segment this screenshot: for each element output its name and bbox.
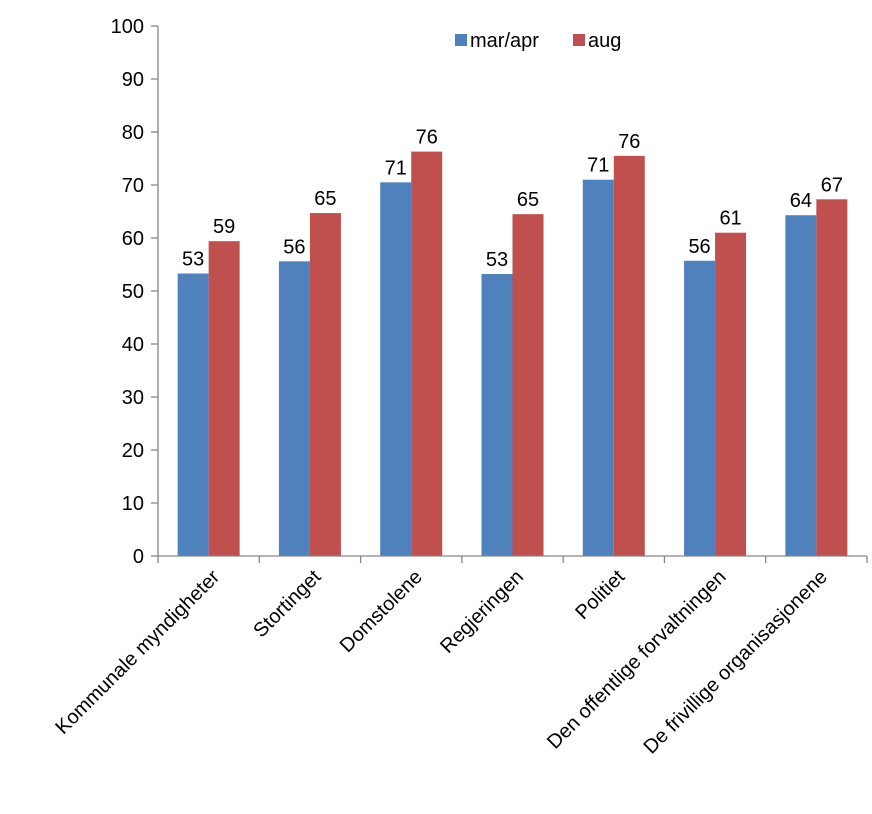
category-label: Regjeringen [436, 566, 528, 658]
y-tick-label: 100 [111, 16, 144, 38]
data-label: 59 [213, 216, 235, 238]
bar-aug [208, 241, 240, 556]
data-label: 71 [385, 157, 407, 179]
y-tick-label: 40 [122, 334, 144, 356]
data-label: 76 [618, 131, 640, 153]
y-tick-label: 60 [122, 228, 144, 250]
y-tick-label: 50 [122, 281, 144, 303]
y-tick-label: 80 [122, 122, 144, 144]
category-label: Politiet [571, 566, 629, 624]
data-label: 53 [486, 249, 508, 271]
bar-aug [816, 199, 848, 556]
y-tick-label: 0 [133, 546, 144, 568]
legend-swatch [455, 34, 467, 46]
bar-marapr [785, 215, 817, 556]
bar-aug [613, 155, 645, 556]
y-tick-label: 10 [122, 493, 144, 515]
bar-aug [715, 232, 747, 556]
bar-marapr [278, 261, 310, 556]
category-label: De frivillige organisasjonene [639, 566, 831, 758]
category-label: Kommunale myndigheter [51, 566, 224, 739]
bar-marapr [177, 273, 209, 556]
bar-marapr [582, 179, 614, 556]
y-tick-label: 70 [122, 175, 144, 197]
category-label: Den offentlige forvaltningen [543, 566, 730, 753]
data-label: 65 [314, 188, 336, 210]
data-label: 56 [283, 236, 305, 258]
data-label: 61 [719, 208, 741, 230]
data-label: 71 [587, 155, 609, 177]
data-label: 65 [517, 189, 539, 211]
bar-marapr [380, 182, 412, 556]
bars-layer [177, 151, 848, 557]
legend-label: mar/apr [470, 30, 539, 52]
legend: mar/apr aug [455, 30, 621, 52]
legend-label: aug [588, 30, 621, 52]
y-tick-label: 30 [122, 387, 144, 409]
bar-aug [411, 151, 443, 557]
data-label: 53 [182, 249, 204, 271]
data-label: 56 [688, 236, 710, 258]
category-label: Domstolene [336, 566, 427, 657]
y-tick-label: 20 [122, 440, 144, 462]
y-tick-label: 90 [122, 69, 144, 91]
data-label: 67 [821, 174, 843, 196]
data-label: 64 [790, 190, 812, 212]
bar-aug [309, 213, 341, 556]
category-label: Stortinget [249, 566, 325, 642]
legend-swatch [573, 34, 585, 46]
data-label: 76 [416, 127, 438, 149]
bar-marapr [684, 260, 716, 556]
axes-layer: 0 10 20 30 40 50 60 70 80 90 100 [111, 16, 868, 568]
bar-marapr [481, 274, 513, 556]
bar-aug [512, 214, 544, 556]
